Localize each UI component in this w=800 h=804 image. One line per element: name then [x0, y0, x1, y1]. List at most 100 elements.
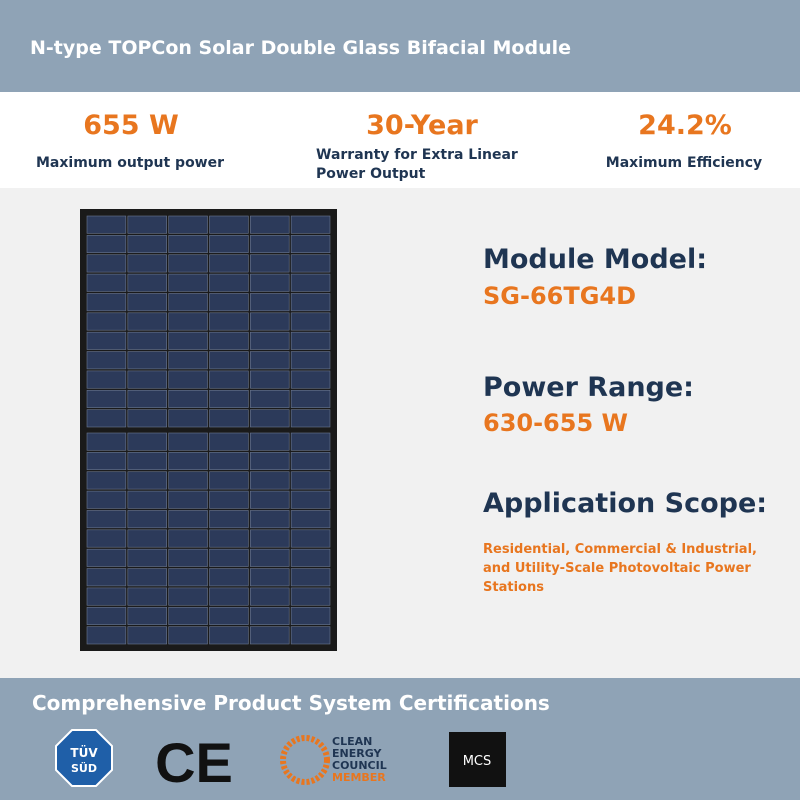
- panel-cell: [168, 312, 208, 331]
- highlight-label: Maximum output power: [36, 155, 224, 171]
- panel-cell: [86, 370, 127, 389]
- panel-cell: [127, 432, 167, 451]
- highlight-label: Power Output: [316, 166, 426, 182]
- panel-cell: [168, 351, 208, 370]
- mcs-box: [449, 732, 506, 787]
- panel-cell: [209, 254, 249, 273]
- panel-cell: [168, 587, 208, 606]
- mcs-text: MCS: [463, 754, 492, 769]
- panel-cell: [209, 273, 249, 292]
- panel-cell: [290, 293, 331, 312]
- panel-cell: [290, 490, 331, 509]
- panel-cell: [86, 587, 127, 606]
- panel-cell: [250, 587, 290, 606]
- panel-cell: [209, 490, 249, 509]
- panel-cell: [168, 606, 208, 625]
- panel-cell: [127, 568, 167, 587]
- panel-cell: [250, 510, 290, 529]
- panel-cell: [250, 606, 290, 625]
- panel-cell: [86, 389, 127, 408]
- panel-cell: [290, 409, 331, 428]
- panel-cell: [86, 490, 127, 509]
- panel-cell: [86, 351, 127, 370]
- panel-cell: [250, 215, 290, 234]
- panel-cell: [290, 529, 331, 548]
- panel-cell: [86, 548, 127, 567]
- panel-cell: [127, 254, 167, 273]
- application-label: Application Scope:: [483, 488, 767, 519]
- panel-cell: [250, 471, 290, 490]
- panel-cell: [127, 331, 167, 350]
- panel-cell: [209, 409, 249, 428]
- panel-cell: [290, 351, 331, 370]
- panel-cell: [86, 626, 127, 645]
- panel-cell: [168, 235, 208, 254]
- panel-cell: [209, 510, 249, 529]
- panel-cell: [250, 626, 290, 645]
- panel-cell: [86, 432, 127, 451]
- footer-band: [0, 678, 800, 800]
- panel-cell: [290, 389, 331, 408]
- panel-cell: [86, 471, 127, 490]
- cec-text: ENERGY: [332, 747, 382, 760]
- panel-cell: [168, 510, 208, 529]
- panel-cell: [250, 529, 290, 548]
- panel-cell: [127, 235, 167, 254]
- panel-cell: [86, 409, 127, 428]
- panel-cell: [209, 452, 249, 471]
- panel-cell: [250, 452, 290, 471]
- panel-cell: [290, 548, 331, 567]
- panel-cell: [86, 606, 127, 625]
- panel-cell: [168, 452, 208, 471]
- panel-cell: [86, 452, 127, 471]
- panel-cell: [86, 273, 127, 292]
- highlight-value: 24.2%: [638, 110, 732, 141]
- panel-cell: [290, 432, 331, 451]
- panel-cell: [86, 331, 127, 350]
- panel-cell: [209, 331, 249, 350]
- panel-cell: [290, 254, 331, 273]
- panel-cell: [168, 389, 208, 408]
- panel-cell: [290, 606, 331, 625]
- panel-cell: [290, 235, 331, 254]
- panel-cell: [86, 568, 127, 587]
- panel-cell: [290, 587, 331, 606]
- panel-cell: [168, 548, 208, 567]
- panel-cell: [86, 529, 127, 548]
- highlight-value: 30-Year: [366, 110, 478, 141]
- panel-cell: [127, 510, 167, 529]
- solar-panel: [80, 209, 337, 651]
- highlight-strip: [0, 92, 800, 188]
- panel-cell: [290, 331, 331, 350]
- panel-cell: [250, 548, 290, 567]
- panel-cell: [127, 452, 167, 471]
- panel-cell: [209, 432, 249, 451]
- panel-cell: [290, 215, 331, 234]
- panel-cell: [250, 273, 290, 292]
- panel-cell: [209, 389, 249, 408]
- header-band: [0, 0, 800, 92]
- panel-cell: [127, 490, 167, 509]
- spec-value: SG-66TG4D: [483, 282, 636, 310]
- panel-cell: [209, 215, 249, 234]
- panel-cell: [127, 587, 167, 606]
- highlight-label: Warranty for Extra Linear: [316, 147, 518, 163]
- tuv-text: SÜD: [71, 761, 97, 775]
- panel-cell: [168, 432, 208, 451]
- spec-label: Power Range:: [483, 372, 694, 403]
- panel-cell: [127, 548, 167, 567]
- panel-cell: [127, 273, 167, 292]
- mcs-logo: MCS: [449, 732, 506, 787]
- cec-text: MEMBER: [332, 771, 386, 784]
- application-line: Stations: [483, 580, 544, 595]
- cec-mark: [280, 735, 330, 785]
- panel-cell: [86, 510, 127, 529]
- spec-value: 630-655 W: [483, 409, 628, 437]
- panel-cell: [127, 293, 167, 312]
- panel-cell: [290, 471, 331, 490]
- panel-cell: [290, 273, 331, 292]
- panel-cell: [86, 254, 127, 273]
- application-line: and Utility-Scale Photovoltaic Power: [483, 561, 751, 576]
- panel-cell: [168, 490, 208, 509]
